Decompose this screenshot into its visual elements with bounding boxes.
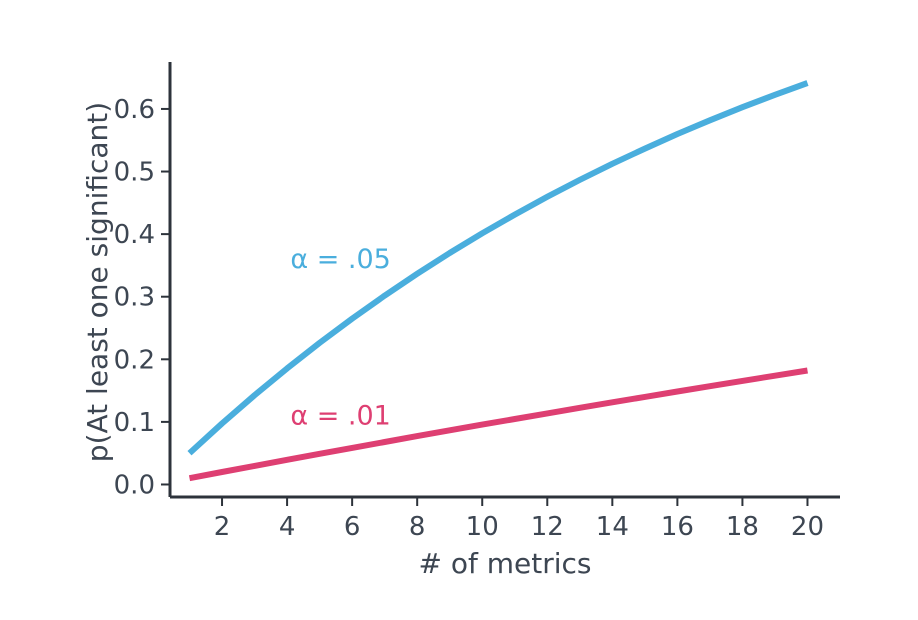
y-tick-label: 0.2 bbox=[114, 345, 155, 375]
x-tick-label: 2 bbox=[214, 512, 231, 542]
y-tick-label: 0.5 bbox=[114, 158, 155, 188]
series-layer: α = .05 α = .01 bbox=[187, 80, 809, 482]
x-tick-label: 14 bbox=[596, 512, 629, 542]
series-line-1 bbox=[188, 367, 808, 482]
y-tick-label: 0.3 bbox=[114, 283, 155, 313]
y-tick-label: 0.4 bbox=[114, 220, 155, 250]
x-tick-label: 8 bbox=[409, 512, 426, 542]
y-tick-label: 0.1 bbox=[114, 408, 155, 438]
y-ticks: 0.0 0.1 0.2 0.3 0.4 0.5 0.6 bbox=[114, 95, 170, 500]
y-tick-label: 0.6 bbox=[114, 95, 155, 125]
axes-layer bbox=[168, 62, 840, 499]
y-axis-label: p(At least one significant) bbox=[81, 102, 114, 462]
x-tick-label: 4 bbox=[279, 512, 296, 542]
x-tick-label: 18 bbox=[726, 512, 759, 542]
series-line-0 bbox=[187, 80, 809, 456]
series-label-0: α = .05 bbox=[290, 244, 391, 275]
x-tick-label: 6 bbox=[344, 512, 361, 542]
labels-layer: # of metrics p(At least one significant) bbox=[81, 102, 592, 580]
x-tick-label: 20 bbox=[791, 512, 824, 542]
y-tick-label: 0.0 bbox=[114, 470, 155, 500]
x-axis-label: # of metrics bbox=[418, 547, 591, 580]
x-tick-label: 16 bbox=[661, 512, 694, 542]
series-label-1: α = .01 bbox=[290, 401, 391, 432]
x-tick-label: 12 bbox=[531, 512, 564, 542]
x-tick-label: 10 bbox=[466, 512, 499, 542]
x-ticks: 2 4 6 8 10 12 14 16 18 20 bbox=[214, 497, 824, 542]
